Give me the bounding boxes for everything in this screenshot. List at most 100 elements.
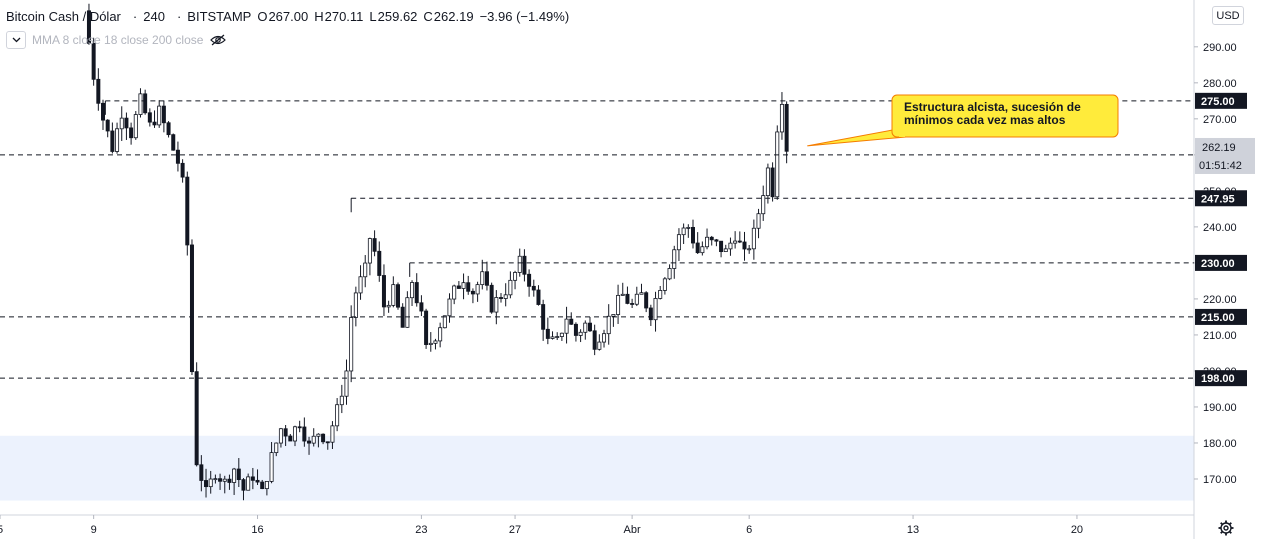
candle-body	[358, 276, 363, 294]
candle-body	[555, 336, 560, 338]
last-price-bg	[1195, 137, 1255, 174]
callout-box	[891, 94, 1119, 138]
candle-body	[606, 315, 611, 335]
candle-body	[784, 103, 789, 152]
candle-body	[264, 481, 269, 490]
candle-body	[419, 302, 424, 312]
interval-label[interactable]: 240	[143, 9, 165, 24]
candle-body	[573, 323, 578, 336]
chevron-down-icon[interactable]	[6, 31, 26, 49]
level-label-bg	[1195, 92, 1247, 109]
x-tick-label: 13	[907, 524, 919, 536]
candle-body	[353, 292, 358, 318]
candle-body	[250, 476, 255, 481]
candle-body	[484, 271, 489, 286]
candle-body	[307, 440, 312, 444]
candle-body	[761, 195, 766, 215]
candle-body	[658, 290, 663, 299]
candle-body	[620, 293, 625, 296]
candle-body	[241, 479, 246, 491]
candle-body	[405, 297, 410, 328]
x-tick-label: 20	[1071, 524, 1083, 536]
candle-body	[335, 404, 340, 427]
candle-body	[321, 433, 326, 443]
candle-body	[531, 285, 536, 291]
candle-body	[756, 213, 761, 229]
low-label: L	[369, 9, 377, 24]
candle-body	[569, 318, 574, 325]
candle-body	[522, 255, 527, 275]
candle-body	[283, 428, 288, 437]
candle-body	[728, 242, 733, 250]
candle-body	[625, 293, 630, 304]
candle-body	[700, 246, 705, 254]
candle-body	[438, 327, 443, 342]
candle-body	[723, 248, 728, 253]
candle-body	[662, 278, 667, 291]
candles	[86, 3, 789, 501]
level-label: 215.00	[1201, 312, 1235, 324]
level-label-bg	[1195, 254, 1247, 271]
candle-body	[330, 425, 335, 443]
candle-body	[456, 285, 461, 289]
candle-body	[470, 290, 475, 295]
x-tick-label: 6	[746, 524, 752, 536]
candle-body	[311, 435, 316, 444]
candle-body	[115, 128, 120, 152]
eye-off-icon[interactable]	[209, 33, 227, 47]
candle-body	[339, 395, 344, 406]
candle-body	[644, 292, 649, 309]
candle-body	[391, 284, 396, 306]
candle-body	[494, 297, 499, 313]
exchange-label: BITSTAMP	[187, 9, 252, 24]
callout-pointer	[807, 128, 907, 147]
candle-body	[499, 297, 504, 299]
candle-body	[536, 289, 541, 305]
candle-body	[639, 292, 644, 295]
y-tick-label: 170.00	[1203, 474, 1237, 486]
level-label: 198.00	[1201, 373, 1235, 385]
candle-body	[302, 426, 307, 442]
change-value: −3.96 (−1.49%)	[479, 9, 570, 24]
candle-body	[705, 236, 710, 248]
x-tick-label: 23	[415, 524, 427, 536]
candle-body	[714, 239, 719, 242]
candle-body	[765, 167, 770, 197]
candle-body	[742, 241, 747, 250]
gear-icon[interactable]	[1218, 520, 1234, 536]
candle-body	[208, 478, 213, 488]
y-tick-label: 240.00	[1203, 222, 1237, 234]
candle-body	[213, 478, 218, 481]
indicator-label[interactable]: MMA 8 close 18 close 200 close	[32, 33, 204, 47]
x-tick-label: 27	[509, 524, 521, 536]
symbol-name[interactable]: Bitcoin Cash / Dólar	[6, 9, 121, 24]
candle-body	[381, 275, 386, 308]
candle-body	[564, 318, 569, 334]
y-tick-label: 270.00	[1203, 114, 1237, 126]
level-label-bg	[1195, 190, 1247, 207]
y-tick-label: 180.00	[1203, 438, 1237, 450]
candle-body	[344, 370, 349, 397]
open-value: 267.00	[268, 9, 309, 24]
candle-body	[133, 114, 138, 139]
close-value: 262.19	[433, 9, 474, 24]
candle-body	[288, 435, 293, 442]
candle-body	[690, 226, 695, 244]
candle-body	[475, 284, 480, 295]
currency-button[interactable]: USD	[1212, 6, 1244, 25]
candle-body	[222, 478, 227, 482]
candle-body	[316, 433, 321, 437]
candle-body	[779, 103, 784, 133]
candle-body	[185, 176, 190, 246]
candle-body	[395, 284, 400, 308]
candle-body	[775, 131, 780, 198]
candle-body	[545, 328, 550, 339]
candle-body	[143, 93, 148, 114]
candle-body	[138, 93, 143, 115]
countdown-label: 01:51:42	[1199, 160, 1242, 172]
candle-body	[634, 293, 639, 305]
y-tick-label: 280.00	[1203, 78, 1237, 90]
candle-body	[676, 234, 681, 251]
